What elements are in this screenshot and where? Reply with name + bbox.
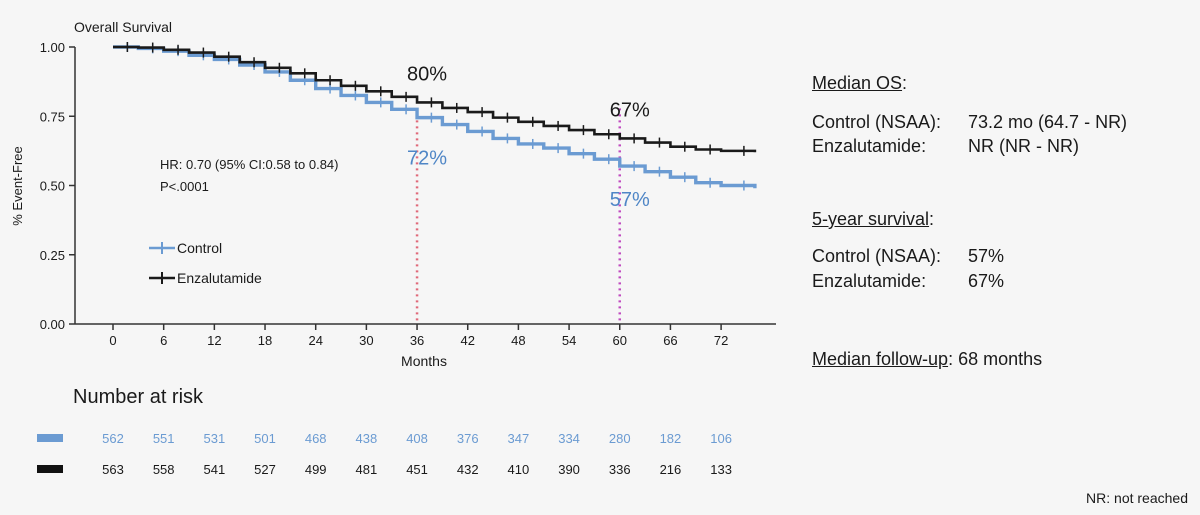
followup-row: Median follow-up: 68 months	[812, 349, 1042, 370]
median-os-enza-value: NR (NR - NR)	[968, 136, 1079, 156]
y-tick-label: 0.50	[40, 179, 65, 194]
legend-label-control: Control	[177, 240, 222, 256]
chart-title: Overall Survival	[74, 19, 172, 35]
risk-value-control: 347	[507, 431, 530, 446]
x-tick-label: 48	[511, 333, 525, 348]
risk-value-control: 376	[456, 431, 479, 446]
median-os-heading: Median OS	[812, 73, 903, 93]
y-ticks: 0.00 0.25 0.50 0.75 1.00	[40, 40, 75, 332]
risk-value-control: 280	[608, 431, 631, 446]
hazard-ratio-text: HR: 0.70 (95% CI:0.58 to 0.84)	[160, 157, 338, 172]
risk-value-enzalutamide: 390	[558, 462, 580, 477]
risk-value-enzalutamide: 541	[203, 462, 226, 477]
x-tick-label: 54	[562, 333, 576, 348]
annotation-label: 80%	[407, 63, 447, 85]
annotation-label: 67%	[610, 99, 650, 121]
p-value-text: P<.0001	[160, 179, 209, 194]
median-os-enza-label: Enzalutamide:	[812, 136, 927, 156]
survival-curve-enzalutamide	[113, 45, 757, 153]
x-tick-label: 42	[460, 333, 474, 348]
survival5-heading-row: 5-year survival:	[812, 209, 934, 230]
survival5-control-value: 57%	[968, 246, 1005, 266]
risk-value-control: 501	[254, 431, 276, 446]
x-tick-label: 12	[207, 333, 221, 348]
legend-label-enzalutamide: Enzalutamide	[177, 270, 262, 286]
risk-value-enzalutamide: 133	[710, 462, 732, 477]
median-os-heading-row: Median OS:	[812, 73, 907, 94]
x-tick-label: 60	[613, 333, 627, 348]
risk-value-enzalutamide: 558	[152, 462, 175, 477]
y-axis-title: % Event-Free	[10, 146, 25, 225]
survival-curves	[113, 42, 757, 191]
risk-value-control: 468	[304, 431, 327, 446]
risk-value-control: 531	[203, 431, 226, 446]
followup-value: : 68 months	[948, 349, 1043, 369]
y-tick-label: 0.75	[40, 109, 65, 124]
risk-value-enzalutamide: 410	[507, 462, 530, 477]
risk-value-enzalutamide: 451	[406, 462, 428, 477]
footnote: NR: not reached	[1086, 490, 1188, 506]
x-ticks: 0 6 12 18 24 30 36 42 48 54 60 66 72	[109, 324, 728, 348]
survival5-control-label: Control (NSAA):	[812, 246, 942, 266]
risk-value-control: 182	[659, 431, 682, 446]
risk-value-control: 438	[355, 431, 378, 446]
y-tick-label: 0.00	[40, 317, 65, 332]
risk-value-control: 551	[152, 431, 175, 446]
x-tick-label: 66	[663, 333, 677, 348]
y-tick-label: 0.25	[40, 248, 65, 263]
risk-value-enzalutamide: 563	[102, 462, 124, 477]
x-tick-label: 0	[109, 333, 116, 348]
risk-value-enzalutamide: 527	[254, 462, 276, 477]
y-tick-label: 1.00	[40, 40, 65, 55]
risk-value-control: 334	[558, 431, 580, 446]
annotation-label: 57%	[610, 189, 650, 211]
percent-annotations: 80% 72% 67% 57%	[407, 63, 650, 211]
risk-value-control: 562	[102, 431, 124, 446]
x-axis-title: Months	[401, 353, 447, 369]
risk-value-enzalutamide: 499	[304, 462, 327, 477]
x-tick-label: 72	[714, 333, 728, 348]
survival-curve-control	[113, 45, 757, 189]
followup-heading: Median follow-up	[812, 349, 949, 369]
km-chart: Overall Survival % Event-Free Months 0.0…	[10, 19, 776, 369]
risk-swatch-enzalutamide	[37, 465, 63, 473]
risk-value-enzalutamide: 336	[608, 462, 631, 477]
survival5-colon: :	[929, 209, 935, 229]
risk-value-enzalutamide: 432	[456, 462, 479, 477]
survival5-heading: 5-year survival	[812, 209, 930, 229]
risk-value-control: 106	[710, 431, 732, 446]
x-tick-label: 30	[359, 333, 373, 348]
median-os-colon: :	[902, 73, 908, 93]
risk-value-enzalutamide: 481	[355, 462, 378, 477]
x-tick-label: 6	[160, 333, 167, 348]
x-tick-label: 36	[410, 333, 424, 348]
x-tick-label: 18	[258, 333, 272, 348]
survival5-enza-label: Enzalutamide:	[812, 271, 927, 291]
survival5-enza-value: 67%	[968, 271, 1005, 291]
median-os-control-value: 73.2 mo (64.7 - NR)	[968, 112, 1128, 132]
risk-value-control: 408	[406, 431, 428, 446]
risk-value-enzalutamide: 216	[659, 462, 682, 477]
x-tick-label: 24	[308, 333, 322, 348]
annotation-label: 72%	[407, 148, 447, 170]
legend-item-enzalutamide: Enzalutamide	[149, 270, 262, 286]
legend-item-control: Control	[149, 240, 222, 256]
risk-table-title: Number at risk	[73, 386, 204, 408]
legend: Control Enzalutamide	[149, 240, 262, 286]
median-os-control-label: Control (NSAA):	[812, 112, 942, 132]
risk-swatch-control	[37, 434, 63, 442]
